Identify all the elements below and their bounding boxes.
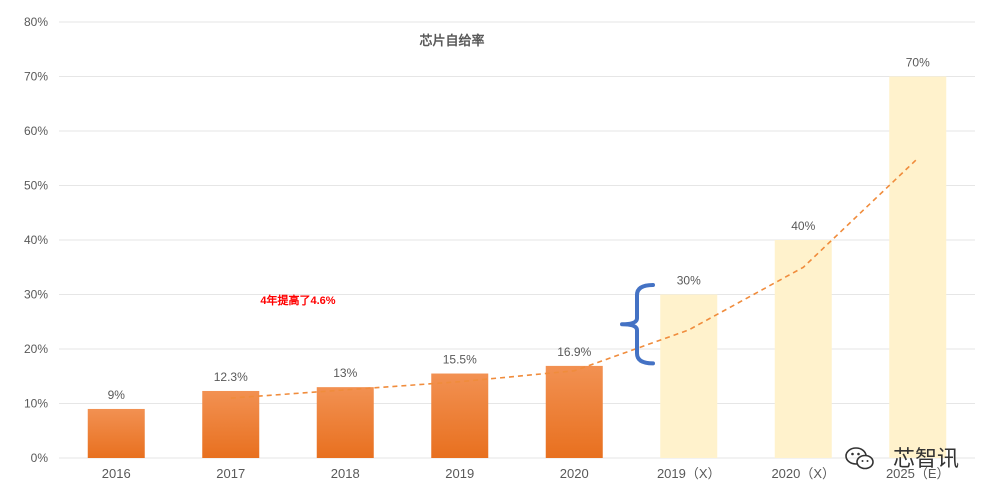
x-axis-categories: 2016 2017 2018 2019 2020 2019（X） 2020（X） 2025（E… bbox=[102, 466, 950, 481]
x-category-label: 2020（X） bbox=[771, 466, 835, 481]
data-label: 40% bbox=[791, 219, 815, 233]
y-tick-label: 10% bbox=[24, 397, 48, 411]
y-tick-label: 40% bbox=[24, 233, 48, 247]
y-tick-label: 30% bbox=[24, 288, 48, 302]
chart-title: 芯片自给率 bbox=[419, 33, 484, 48]
bars bbox=[87, 76, 947, 458]
x-category-label: 2020 bbox=[560, 466, 589, 481]
annotation-text: 4年提高了4.6% bbox=[260, 293, 335, 307]
bar-2020（X） bbox=[774, 240, 832, 458]
brace-bracket bbox=[620, 283, 655, 366]
x-category-label: 2017 bbox=[216, 466, 245, 481]
y-tick-label: 20% bbox=[24, 342, 48, 356]
watermark-text: 芯智讯 bbox=[893, 447, 959, 472]
data-label: 70% bbox=[906, 56, 930, 70]
bar-2017 bbox=[202, 390, 260, 458]
bar-2020 bbox=[545, 365, 603, 458]
bar-2019（X） bbox=[660, 294, 718, 458]
data-label: 15.5% bbox=[443, 353, 477, 367]
data-label: 12.3% bbox=[214, 370, 248, 384]
y-tick-label: 0% bbox=[31, 451, 49, 465]
y-tick-label: 70% bbox=[24, 70, 48, 84]
x-category-label: 2019（X） bbox=[657, 466, 721, 481]
y-tick-label: 60% bbox=[24, 124, 48, 138]
y-tick-label: 80% bbox=[24, 15, 48, 29]
bar-2016 bbox=[87, 408, 145, 458]
x-category-label: 2025（E） bbox=[886, 466, 950, 481]
data-label: 13% bbox=[333, 366, 357, 380]
bar-2018 bbox=[316, 387, 374, 458]
y-axis-ticks: 0% 10% 20% 30% 40% 50% 60% 70% 80% bbox=[24, 15, 48, 465]
watermark: 芯智讯 bbox=[845, 447, 959, 472]
bar-2025（E） bbox=[889, 76, 947, 458]
bar-2019 bbox=[431, 373, 489, 458]
data-labels: 9% 12.3% 13% 15.5% 16.9% 30% 40% 70% bbox=[108, 56, 931, 402]
trend-line bbox=[230, 157, 919, 399]
x-category-label: 2019 bbox=[445, 466, 474, 481]
x-category-label: 2016 bbox=[102, 466, 131, 481]
data-label: 16.9% bbox=[557, 345, 591, 359]
x-category-label: 2018 bbox=[331, 466, 360, 481]
data-label: 30% bbox=[677, 274, 701, 288]
grid-lines bbox=[59, 21, 975, 459]
data-label: 9% bbox=[108, 388, 126, 402]
y-tick-label: 50% bbox=[24, 179, 48, 193]
wechat-icon bbox=[845, 447, 874, 470]
